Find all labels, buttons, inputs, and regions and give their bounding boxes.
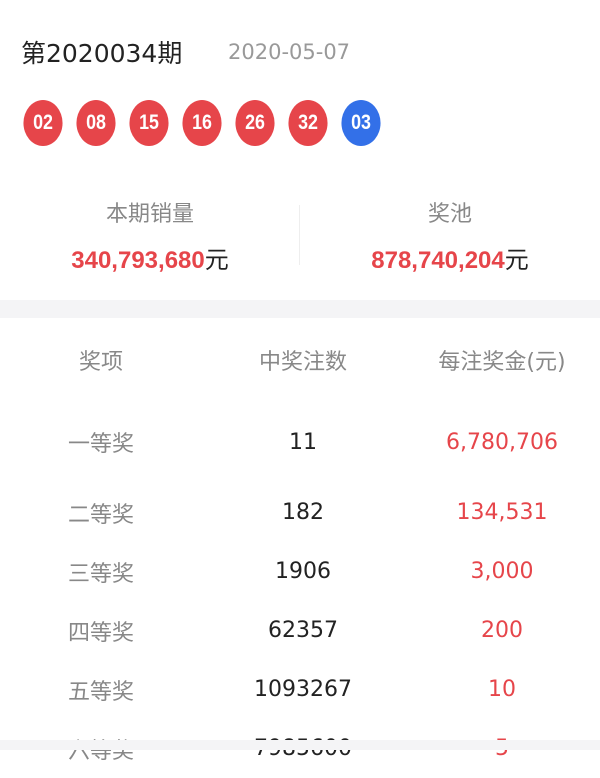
header-amount: 每注奖金(元) — [438, 350, 566, 375]
red-ball: 32 — [288, 100, 328, 146]
table-row: 五等奖 1093267 10 — [0, 660, 600, 719]
red-ball: 16 — [182, 100, 222, 146]
pool-stat: 奖池 878,740,204元 — [300, 190, 600, 280]
table-row: 二等奖 182 134,531 — [0, 483, 600, 542]
prize-level: 五等奖 — [67, 679, 134, 705]
prize-amount: 10 — [488, 677, 516, 702]
winner-count: 11 — [289, 429, 317, 455]
sales-value: 340,793,680 — [71, 247, 205, 274]
winning-numbers: 02 08 15 16 26 32 03 — [20, 100, 384, 146]
sales-label: 本期销量 — [105, 202, 194, 227]
issue-title: 第2020034期 — [21, 39, 183, 68]
stats-divider — [299, 205, 300, 265]
bottom-separator — [0, 740, 600, 750]
prize-level: 三等奖 — [67, 561, 134, 587]
winner-count: 1906 — [275, 559, 331, 584]
prize-amount: 134,531 — [456, 500, 548, 525]
stats-panel: 本期销量 340,793,680元 奖池 878,740,204元 — [0, 190, 600, 280]
pool-unit: 元 — [504, 246, 529, 274]
winner-count: 182 — [282, 500, 324, 525]
winner-count: 1093267 — [254, 677, 352, 702]
table-row: 一等奖 11 6,780,706 — [0, 390, 600, 483]
table-row: 三等奖 1906 3,000 — [0, 542, 600, 601]
prize-level: 四等奖 — [67, 620, 134, 646]
pool-value: 878,740,204 — [371, 247, 505, 274]
prize-amount: 6,780,706 — [446, 429, 558, 455]
red-ball: 15 — [129, 100, 169, 146]
winner-count: 62357 — [268, 618, 338, 643]
header-prize: 奖项 — [78, 350, 123, 375]
table-header-row: 奖项 中奖注数 每注奖金(元) — [0, 330, 600, 390]
table-row: 四等奖 62357 200 — [0, 601, 600, 660]
red-ball: 02 — [23, 100, 63, 146]
red-ball: 08 — [76, 100, 116, 146]
prize-amount: 3,000 — [470, 559, 534, 584]
draw-date: 2020-05-07 — [228, 40, 351, 64]
red-ball: 26 — [235, 100, 275, 146]
header-count: 中奖注数 — [258, 350, 347, 375]
prize-level: 一等奖 — [67, 432, 134, 457]
sales-stat: 本期销量 340,793,680元 — [0, 190, 300, 280]
pool-label: 奖池 — [427, 202, 472, 227]
sales-unit: 元 — [204, 246, 229, 274]
prize-level: 二等奖 — [67, 502, 134, 528]
prize-table: 奖项 中奖注数 每注奖金(元) 一等奖 11 6,780,706 二等奖 182 134,… — [0, 330, 600, 778]
blue-ball: 03 — [341, 100, 381, 146]
section-separator — [0, 300, 600, 318]
prize-amount: 200 — [481, 618, 523, 643]
